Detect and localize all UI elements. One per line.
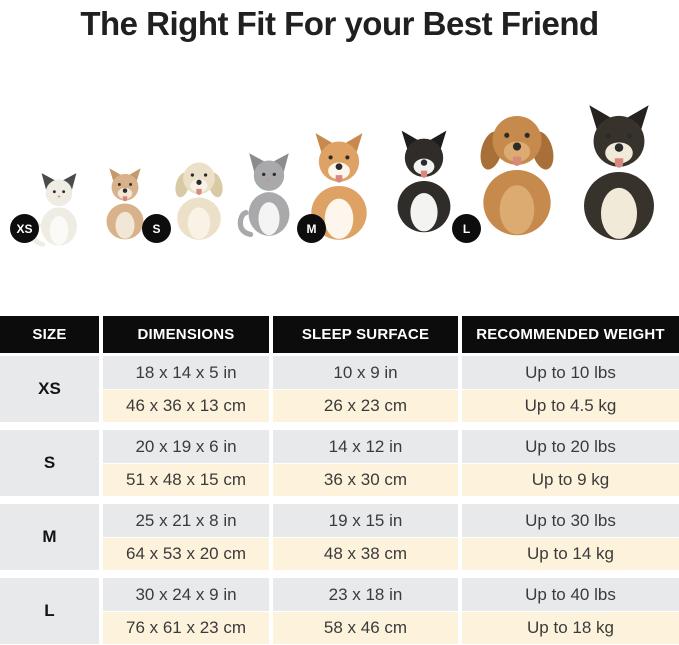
size-badge-s: S bbox=[142, 214, 171, 243]
table-row-xs: XS 18 x 14 x 5 in 10 x 9 in Up to 10 lbs… bbox=[0, 356, 679, 422]
weight-lbs: Up to 20 lbs bbox=[462, 430, 679, 463]
header-cell-sleep-surface: SLEEP SURFACE bbox=[273, 316, 458, 353]
sleep-surface-cm: 26 x 23 cm bbox=[273, 389, 458, 422]
sleep-surface-in: 10 x 9 in bbox=[273, 356, 458, 389]
weight-kg: Up to 18 kg bbox=[462, 611, 679, 644]
pets-illustration: XS S M L bbox=[0, 60, 679, 260]
sleep-surface-in: 23 x 18 in bbox=[273, 578, 458, 611]
table-header-row: SIZE DIMENSIONS SLEEP SURFACE RECOMMENDE… bbox=[0, 316, 679, 353]
size-badge-m: M bbox=[297, 214, 326, 243]
dimensions-cm: 46 x 36 x 13 cm bbox=[103, 389, 269, 422]
maltese-puppy-icon bbox=[166, 140, 232, 255]
size-table: SIZE DIMENSIONS SLEEP SURFACE RECOMMENDE… bbox=[0, 316, 679, 644]
golden-retriever-icon bbox=[466, 85, 568, 255]
sleep-surface-cm: 48 x 38 cm bbox=[273, 537, 458, 570]
dimensions-cm: 76 x 61 x 23 cm bbox=[103, 611, 269, 644]
weight-lbs: Up to 10 lbs bbox=[462, 356, 679, 389]
chihuahua-icon bbox=[97, 152, 153, 255]
size-label: L bbox=[0, 578, 99, 644]
dimensions-in: 20 x 19 x 6 in bbox=[103, 430, 269, 463]
size-badge-l: L bbox=[452, 214, 481, 243]
table-row-l: L 30 x 24 x 9 in 23 x 18 in Up to 40 lbs… bbox=[0, 578, 679, 644]
header-cell-recommended-weight: RECOMMENDED WEIGHT bbox=[462, 316, 679, 353]
sleep-surface-in: 14 x 12 in bbox=[273, 430, 458, 463]
dimensions-in: 30 x 24 x 9 in bbox=[103, 578, 269, 611]
dimensions-cm: 64 x 53 x 20 cm bbox=[103, 537, 269, 570]
size-label: XS bbox=[0, 356, 99, 422]
weight-kg: Up to 14 kg bbox=[462, 537, 679, 570]
sleep-surface-cm: 58 x 46 cm bbox=[273, 611, 458, 644]
size-label: S bbox=[0, 430, 99, 496]
white-cat-icon bbox=[30, 162, 88, 255]
header-cell-dimensions: DIMENSIONS bbox=[103, 316, 269, 353]
dimensions-in: 18 x 14 x 5 in bbox=[103, 356, 269, 389]
size-badge-xs: XS bbox=[10, 214, 39, 243]
weight-lbs: Up to 30 lbs bbox=[462, 504, 679, 537]
header-cell-size: SIZE bbox=[0, 316, 99, 353]
table-row-m: M 25 x 21 x 8 in 19 x 15 in Up to 30 lbs… bbox=[0, 504, 679, 570]
sleep-surface-cm: 36 x 30 cm bbox=[273, 463, 458, 496]
table-row-s: S 20 x 19 x 6 in 14 x 12 in Up to 20 lbs… bbox=[0, 430, 679, 496]
gray-cat-icon bbox=[236, 132, 302, 255]
page-title: The Right Fit For your Best Friend bbox=[80, 5, 599, 42]
sleep-surface-in: 19 x 15 in bbox=[273, 504, 458, 537]
dimensions-cm: 51 x 48 x 15 cm bbox=[103, 463, 269, 496]
weight-kg: Up to 9 kg bbox=[462, 463, 679, 496]
size-label: M bbox=[0, 504, 99, 570]
weight-lbs: Up to 40 lbs bbox=[462, 578, 679, 611]
weight-kg: Up to 4.5 kg bbox=[462, 389, 679, 422]
rough-collie-icon bbox=[566, 89, 672, 255]
dimensions-in: 25 x 21 x 8 in bbox=[103, 504, 269, 537]
